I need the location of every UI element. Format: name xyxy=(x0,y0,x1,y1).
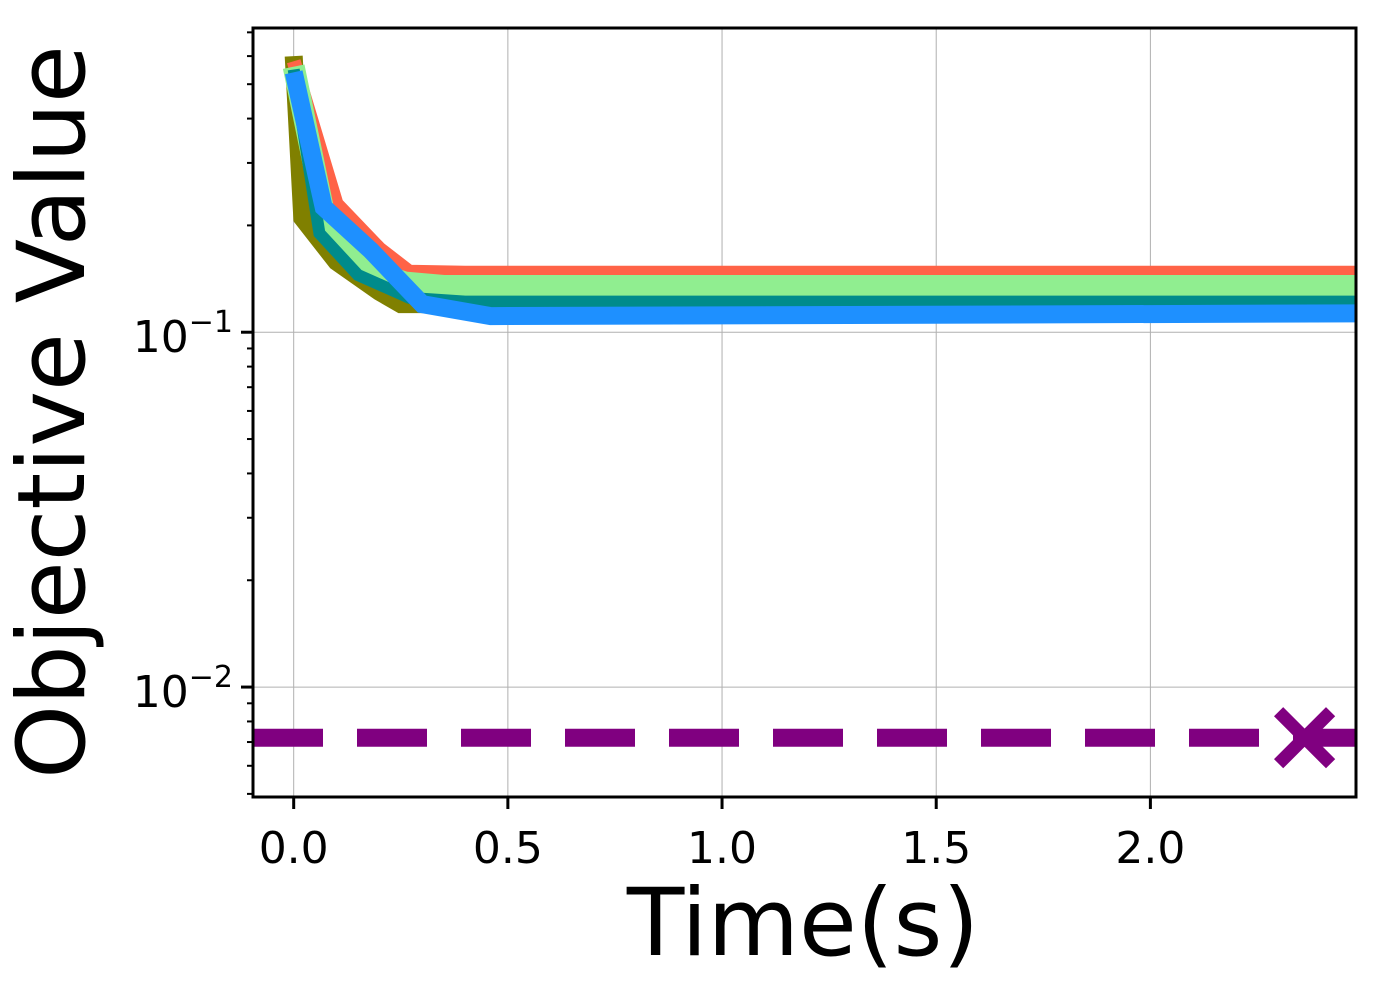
series-layer xyxy=(253,55,1356,769)
tick-layer: 0.0 0.5 1.0 1.5 2.0 10−1 10−2 xyxy=(133,31,1185,874)
y-axis-title: Objective Value xyxy=(0,45,107,779)
x-tick-label: 2.0 xyxy=(1115,823,1185,874)
series-line-5 xyxy=(284,70,1356,326)
x-tick-label: 0.5 xyxy=(473,823,543,874)
plot-frame xyxy=(251,26,1358,799)
y-tick-label: 10−2 xyxy=(133,660,233,718)
x-tick-label: 0.0 xyxy=(259,823,329,874)
plot-background xyxy=(253,28,1356,797)
grid xyxy=(253,28,1356,797)
x-tick-label: 1.5 xyxy=(901,823,971,874)
series-line-2 xyxy=(286,59,1356,280)
y-tick-label: 10−1 xyxy=(133,305,233,363)
x-axis-title: Time(s) xyxy=(626,869,979,978)
x-tick-label: 1.0 xyxy=(687,823,757,874)
x-marker xyxy=(1274,707,1336,769)
